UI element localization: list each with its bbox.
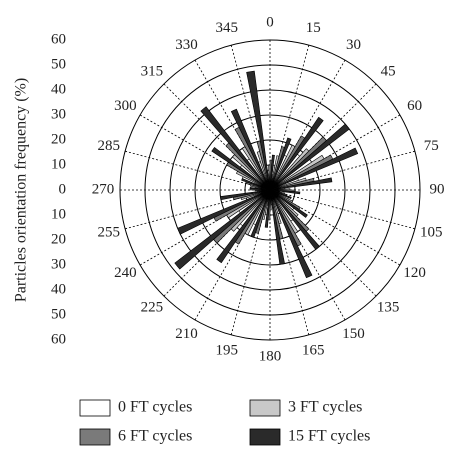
bar bbox=[250, 189, 271, 238]
r-tick-label: 50 bbox=[51, 56, 66, 72]
angle-label: 300 bbox=[114, 98, 137, 114]
r-tick-label: 40 bbox=[51, 281, 66, 297]
bar bbox=[269, 177, 333, 191]
legend-swatch bbox=[249, 428, 281, 446]
r-tick-label: 10 bbox=[51, 206, 66, 222]
bar bbox=[269, 147, 359, 191]
bar bbox=[269, 189, 320, 250]
r-tick-label: 60 bbox=[51, 31, 66, 47]
angle-label: 195 bbox=[216, 343, 239, 359]
bar bbox=[269, 154, 275, 191]
angle-label: 150 bbox=[342, 326, 365, 342]
angle-label: 210 bbox=[175, 326, 198, 342]
r-tick-label: 20 bbox=[51, 231, 66, 247]
angle-label: 60 bbox=[407, 98, 422, 114]
bar bbox=[246, 70, 271, 191]
angle-label: 15 bbox=[306, 20, 321, 36]
legend-label: 0 FT cycles bbox=[118, 399, 192, 416]
spoke bbox=[269, 189, 415, 230]
r-tick-label: 10 bbox=[51, 156, 66, 172]
bar bbox=[230, 108, 271, 191]
bar bbox=[177, 189, 271, 235]
r-tick-label: 0 bbox=[59, 181, 67, 197]
legend-label: 3 FT cycles bbox=[288, 399, 362, 416]
angle-label: 120 bbox=[403, 265, 426, 281]
bar bbox=[269, 189, 313, 279]
legend-swatch bbox=[79, 399, 111, 417]
angle-label: 30 bbox=[346, 37, 361, 53]
bar bbox=[269, 189, 308, 218]
y-axis-label: Particles orientation frequency (%) bbox=[13, 78, 30, 302]
r-tick-label: 40 bbox=[51, 81, 66, 97]
angle-label: 135 bbox=[377, 300, 400, 316]
bar bbox=[241, 178, 271, 191]
angle-label: 315 bbox=[141, 63, 164, 79]
angle-label: 330 bbox=[175, 37, 198, 53]
bar bbox=[220, 189, 271, 201]
bar bbox=[269, 137, 292, 191]
angle-label: 0 bbox=[266, 14, 274, 30]
angle-label: 75 bbox=[424, 138, 439, 154]
angle-label: 240 bbox=[114, 265, 137, 281]
bar bbox=[269, 189, 292, 200]
angle-label: 225 bbox=[141, 300, 164, 316]
bar bbox=[269, 123, 350, 191]
angle-label: 255 bbox=[97, 225, 120, 241]
r-tick-label: 50 bbox=[51, 306, 66, 322]
bar bbox=[174, 189, 271, 270]
legend-swatch bbox=[79, 428, 111, 446]
angle-label: 165 bbox=[302, 343, 325, 359]
bar bbox=[264, 189, 271, 228]
bar bbox=[269, 189, 285, 265]
angle-label: 105 bbox=[420, 225, 443, 241]
bar bbox=[216, 189, 271, 264]
angle-label: 45 bbox=[381, 63, 396, 79]
angle-label: 90 bbox=[430, 181, 445, 197]
legend-label: 15 FT cycles bbox=[288, 428, 370, 445]
r-tick-label: 30 bbox=[51, 256, 66, 272]
bar bbox=[269, 189, 301, 195]
legend-swatch bbox=[249, 399, 281, 417]
bar bbox=[200, 106, 271, 191]
r-tick-label: 30 bbox=[51, 106, 66, 122]
bar bbox=[249, 187, 271, 191]
bar bbox=[211, 146, 271, 191]
grid-circle bbox=[194, 114, 346, 266]
angle-label: 180 bbox=[259, 348, 282, 364]
r-tick-label: 20 bbox=[51, 131, 66, 147]
legend-label: 6 FT cycles bbox=[118, 428, 192, 445]
bar bbox=[269, 116, 324, 191]
angle-label: 285 bbox=[97, 138, 120, 154]
angle-label: 345 bbox=[216, 20, 239, 36]
r-tick-label: 60 bbox=[51, 331, 66, 347]
angle-label: 270 bbox=[92, 181, 115, 197]
